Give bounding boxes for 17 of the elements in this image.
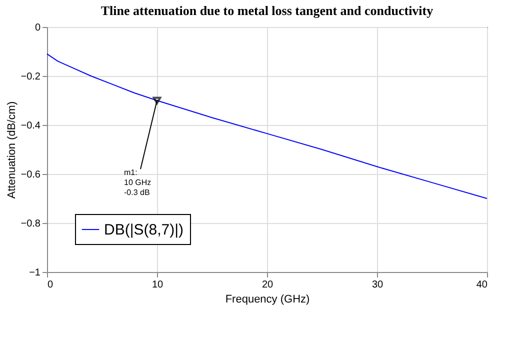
y-tick-label: −0.8	[20, 218, 41, 230]
x-tick-label: 0	[48, 280, 54, 290]
y-tick-label: −0.2	[20, 72, 41, 82]
x-tick-label: 30	[372, 280, 384, 290]
x-tick-label: 40	[476, 280, 488, 290]
y-tick-label: −1	[29, 268, 41, 278]
legend-label: DB(|S(8,7)|)	[104, 222, 184, 238]
y-tick-label: 0	[34, 22, 41, 34]
chart-title: Tline attenuation due to metal loss tangent and conductivity	[100, 3, 434, 18]
y-axis-title: Attenuation (dB/cm)	[6, 101, 18, 199]
x-tick-label: 10	[152, 280, 164, 290]
x-axis-title: Frequency (GHz)	[225, 294, 310, 306]
line-series	[46, 53, 488, 199]
y-tick-label: −0.4	[20, 120, 41, 132]
annotation: m1: 10 GHz -0.3 dB	[124, 168, 152, 198]
x-tick-label: 20	[262, 280, 274, 290]
y-tick-label: −0.6	[20, 170, 41, 180]
